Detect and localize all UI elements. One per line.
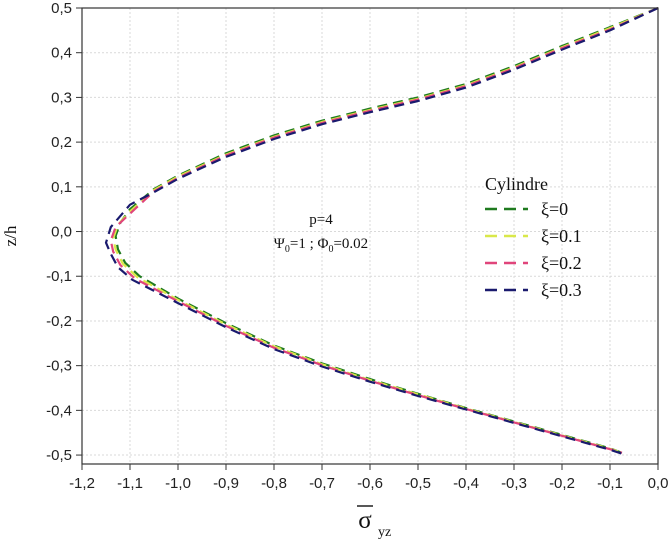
y-tick-label: -0,3: [46, 358, 72, 375]
legend-entry: ξ=0: [541, 199, 568, 219]
x-tick-label: -0,4: [453, 475, 479, 492]
y-tick-label: 0,4: [51, 45, 72, 62]
legend-entry: ξ=0.2: [541, 253, 582, 273]
y-tick-label: 0,2: [51, 134, 72, 151]
y-tick-label: 0,1: [51, 179, 72, 196]
x-tick-label: -1,0: [165, 475, 191, 492]
y-tick-label: -0,5: [46, 447, 72, 464]
y-tick-label: 0,0: [51, 224, 72, 241]
annotation-line2: Ψ0=1 ; Φ0=0.02: [274, 236, 368, 255]
y-tick-label: -0,4: [46, 402, 72, 419]
y-tick-label: 0,3: [51, 89, 72, 106]
series-layer: [104, 6, 659, 455]
x-tick-label: -0,7: [309, 475, 335, 492]
y-tick-label: -0,2: [46, 313, 72, 330]
legend: Cylindre ξ=0 ξ=0.1 ξ=0.2 ξ=0.3: [485, 174, 582, 300]
x-tick-label: -0,9: [213, 475, 239, 492]
legend-entry: ξ=0.3: [541, 280, 582, 300]
x-tick-label: -0,6: [357, 475, 383, 492]
annotation: p=4 Ψ0=1 ; Φ0=0.02: [274, 212, 368, 255]
y-tick-label: -0,1: [46, 268, 72, 285]
series-line: [114, 6, 659, 454]
x-tick-label: 0,0: [648, 475, 669, 492]
x-axis-title: σ yz: [357, 505, 391, 540]
x-tick-label: -0,3: [501, 475, 527, 492]
x-tick-label: -1,2: [69, 475, 95, 492]
series-line: [109, 6, 659, 454]
y-axis-title: z/h: [1, 225, 20, 246]
x-axis-title-sub: yz: [378, 525, 391, 540]
annotation-line1: p=4: [309, 212, 333, 228]
x-tick-label: -1,1: [117, 475, 143, 492]
x-tick-label: -0,5: [405, 475, 431, 492]
x-tick-label: -0,1: [597, 475, 623, 492]
x-tick-label: -0,2: [549, 475, 575, 492]
x-axis-title-main: σ: [358, 507, 372, 534]
x-tick-label: -0,8: [261, 475, 287, 492]
legend-entry: ξ=0.1: [541, 226, 582, 246]
legend-title: Cylindre: [485, 174, 548, 194]
axis-ticks: -1,2 -1,1 -1,0 -0,9 -0,8 -0,7 -0,6 -0,5 -0,4 -0,3…: [46, 0, 668, 492]
series-line: [104, 7, 659, 455]
y-tick-label: 0,5: [51, 0, 72, 17]
